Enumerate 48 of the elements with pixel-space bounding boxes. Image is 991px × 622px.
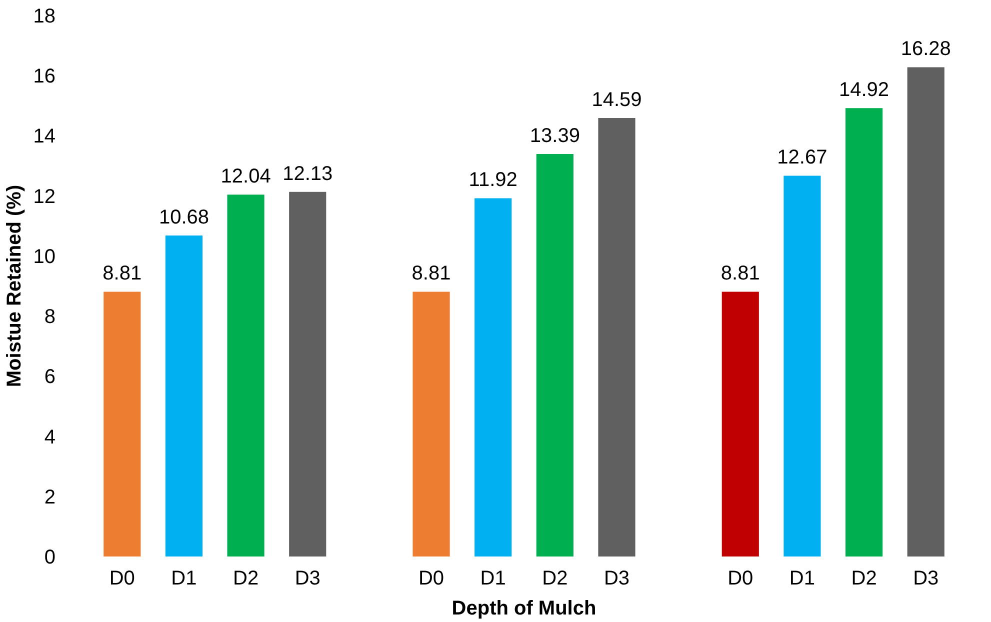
bar bbox=[165, 236, 203, 556]
x-tick-label: D3 bbox=[913, 568, 939, 590]
bar bbox=[845, 108, 883, 556]
x-tick-label: D2 bbox=[851, 568, 877, 590]
data-label: 8.81 bbox=[412, 262, 451, 285]
data-label: 12.04 bbox=[220, 166, 271, 188]
x-tick-label: D0 bbox=[418, 568, 444, 590]
y-tick-label: 2 bbox=[44, 486, 56, 508]
x-tick-label: D1 bbox=[480, 568, 506, 590]
x-tick-label: D1 bbox=[171, 568, 197, 590]
bar bbox=[412, 292, 450, 556]
y-tick-label: 10 bbox=[33, 246, 56, 268]
bar bbox=[474, 198, 512, 556]
data-label: 13.39 bbox=[530, 125, 580, 148]
bar bbox=[289, 192, 326, 556]
bar bbox=[598, 118, 636, 556]
y-tick-label: 6 bbox=[44, 366, 56, 388]
x-axis-title: Depth of Mulch bbox=[452, 598, 596, 620]
bar bbox=[227, 194, 264, 556]
y-tick-label: 8 bbox=[44, 306, 56, 328]
y-tick-label: 12 bbox=[33, 186, 56, 208]
x-tick-label: D2 bbox=[542, 568, 568, 590]
y-tick-label: 18 bbox=[33, 6, 56, 28]
bar bbox=[722, 292, 759, 556]
x-tick-label: D3 bbox=[604, 568, 630, 590]
y-axis-title: Moistue Retained (%) bbox=[3, 184, 26, 388]
data-label: 14.92 bbox=[839, 79, 890, 102]
bar bbox=[907, 67, 944, 556]
bar bbox=[104, 292, 141, 556]
y-tick-label: 14 bbox=[33, 126, 56, 148]
y-tick-label: 0 bbox=[44, 546, 56, 568]
data-label: 12.67 bbox=[777, 146, 828, 169]
y-tick-label: 16 bbox=[33, 66, 56, 88]
x-tick-label: D2 bbox=[233, 568, 259, 590]
data-label: 16.28 bbox=[900, 38, 951, 60]
x-tick-label: D3 bbox=[294, 568, 320, 590]
x-tick-label: D1 bbox=[789, 568, 816, 590]
x-tick-label: D0 bbox=[728, 568, 754, 590]
data-label: 12.13 bbox=[282, 162, 333, 185]
data-label: 11.92 bbox=[468, 169, 518, 192]
bar bbox=[784, 176, 821, 556]
data-label: 14.59 bbox=[592, 88, 642, 111]
data-label: 10.68 bbox=[158, 206, 210, 229]
y-tick-label: 4 bbox=[44, 426, 56, 448]
x-tick-label: D0 bbox=[109, 568, 135, 590]
data-label: 8.81 bbox=[720, 262, 760, 285]
bar bbox=[536, 154, 574, 556]
data-label: 8.81 bbox=[102, 262, 142, 285]
